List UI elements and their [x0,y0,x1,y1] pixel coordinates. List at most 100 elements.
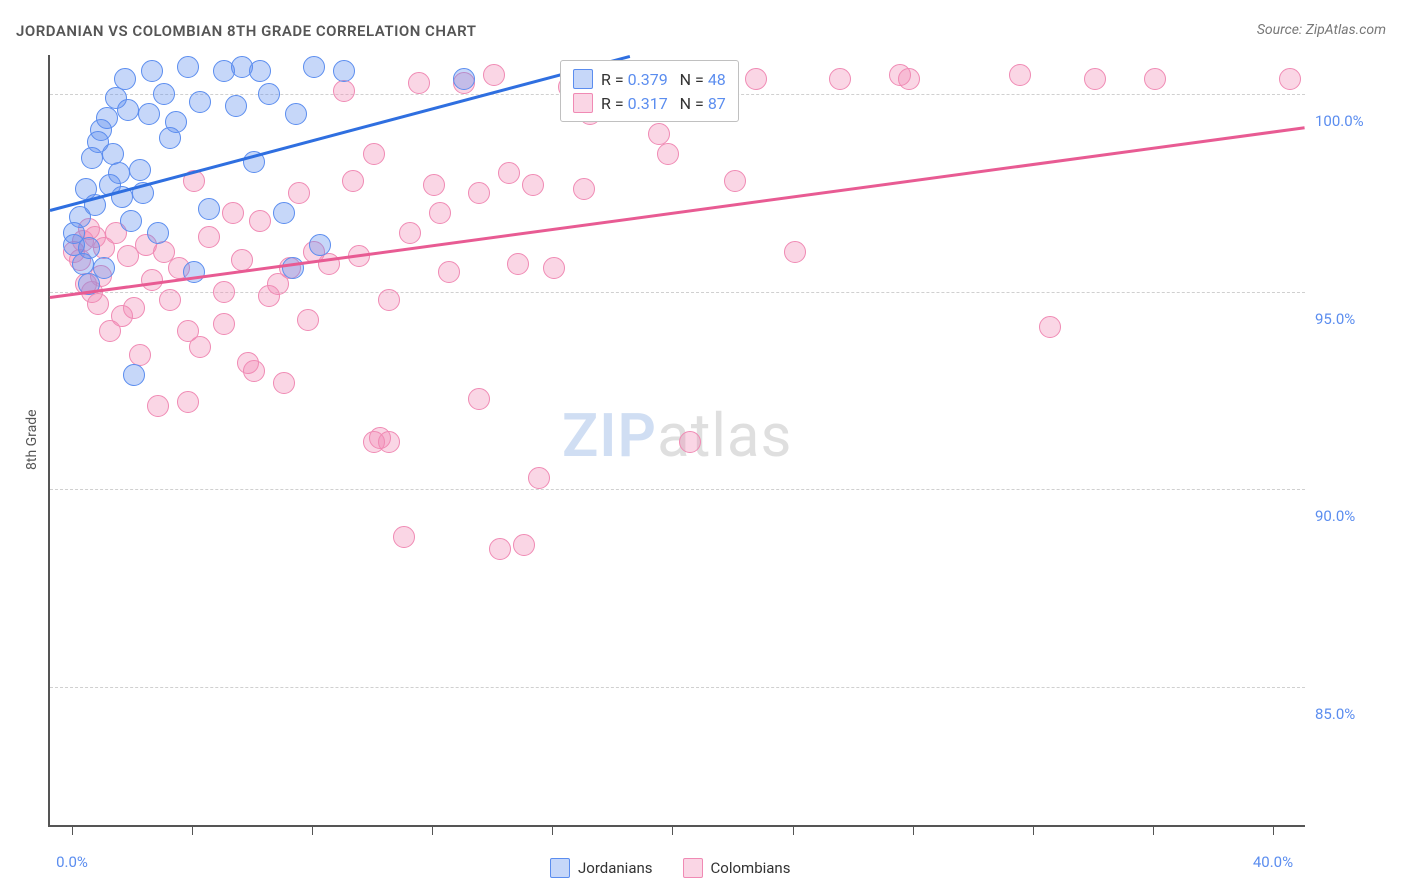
y-tick-label: 95.0% [1315,310,1355,328]
data-point [189,336,211,358]
data-point [225,95,247,117]
data-point [745,68,767,90]
data-point [679,431,701,453]
x-tick [1033,825,1034,835]
data-point [108,162,130,184]
data-point [507,253,529,275]
data-point [429,202,451,224]
data-point [303,56,325,78]
data-point [123,297,145,319]
data-point [141,60,163,82]
y-tick-label: 85.0% [1315,705,1355,723]
watermark-light: atlas [657,400,792,471]
data-point [258,83,280,105]
legend-row: R = 0.379 N = 48 [573,67,726,91]
y-axis-title: 8th Grade [24,409,40,470]
data-point [123,364,145,386]
data-point [159,289,181,311]
data-point [468,182,490,204]
y-tick-label: 90.0% [1315,507,1355,525]
y-tick-label: 100.0% [1315,112,1364,130]
data-point [724,170,746,192]
data-point [147,222,169,244]
data-point [165,111,187,133]
data-point [333,80,355,102]
legend-item: Jordanians [550,858,653,878]
data-point [657,143,679,165]
data-point [93,257,115,279]
data-point [78,237,100,259]
data-point [114,68,136,90]
data-point [898,68,920,90]
data-point [438,261,460,283]
data-point [513,534,535,556]
data-point [117,99,139,121]
data-point [198,226,220,248]
x-tick [192,825,193,835]
data-point [249,60,271,82]
data-point [213,281,235,303]
data-point [468,388,490,410]
legend-text: R = 0.317 N = 87 [601,94,726,113]
source-label: Source: ZipAtlas.com [1257,22,1386,38]
data-point [198,198,220,220]
x-tick [432,825,433,835]
data-point [483,64,505,86]
x-tick [672,825,673,835]
data-point [1144,68,1166,90]
series-legend: Jordanians Colombians [550,858,790,878]
data-point [333,60,355,82]
data-point [498,162,520,184]
data-point [453,68,475,90]
data-point [96,107,118,129]
x-tick [312,825,313,835]
data-point [222,202,244,224]
x-tick [913,825,914,835]
legend-row: R = 0.317 N = 87 [573,91,726,115]
data-point [285,103,307,125]
correlation-legend: R = 0.379 N = 48 R = 0.317 N = 87 [560,60,739,122]
data-point [528,467,550,489]
data-point [213,313,235,335]
x-tick [793,825,794,835]
x-tick [1153,825,1154,835]
data-point [1039,316,1061,338]
data-point [177,391,199,413]
x-tick-label: 0.0% [56,853,88,871]
data-point [342,170,364,192]
data-point [189,91,211,113]
data-point [423,174,445,196]
data-point [408,72,430,94]
data-point [363,143,385,165]
data-point [129,159,151,181]
x-tick [72,825,73,835]
data-point [522,174,544,196]
chart-title: JORDANIAN VS COLOMBIAN 8TH GRADE CORRELA… [16,22,476,40]
data-point [543,257,565,279]
data-point [393,526,415,548]
watermark: ZIPatlas [562,400,793,471]
data-point [87,293,109,315]
data-point [378,431,400,453]
data-point [138,103,160,125]
data-point [282,257,304,279]
data-point [829,68,851,90]
data-point [102,143,124,165]
legend-label: Colombians [711,859,791,877]
data-point [378,289,400,311]
data-point [120,210,142,232]
data-point [573,178,595,200]
data-point [784,241,806,263]
x-tick [552,825,553,835]
data-point [273,372,295,394]
data-point [177,56,199,78]
data-point [288,182,310,204]
data-point [129,344,151,366]
plot-area: ZIPatlas [48,55,1305,827]
watermark-bold: ZIP [562,400,657,471]
gridline [50,292,1305,293]
chart-container: { "chart": { "type": "scatter", "title":… [0,0,1406,892]
data-point [1084,68,1106,90]
data-point [648,123,670,145]
x-tick-label: 40.0% [1253,853,1293,871]
